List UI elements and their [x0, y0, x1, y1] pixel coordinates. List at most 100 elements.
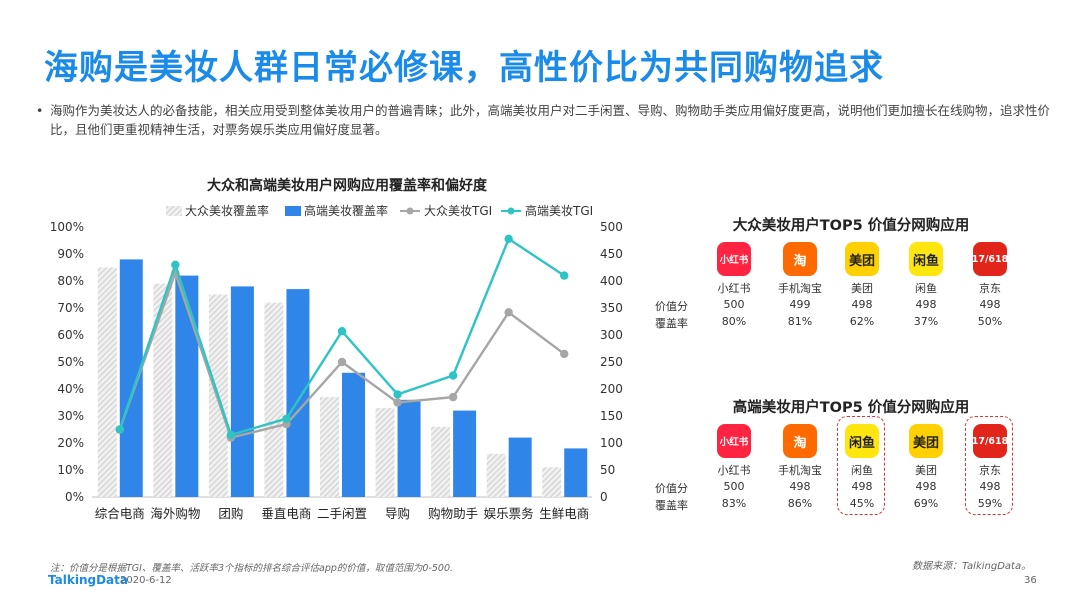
bar-high-coverage: [175, 275, 199, 497]
app-name: 美团: [851, 282, 873, 295]
y-right-tick-label: 250: [600, 355, 623, 369]
app-score: 500: [723, 298, 745, 311]
y-right-tick-label: 50: [600, 463, 615, 477]
bar-high-coverage: [508, 437, 532, 497]
page-number: 36: [1024, 575, 1037, 586]
y-left-tick-label: 30%: [57, 409, 84, 423]
app-coverage: 69%: [913, 497, 939, 510]
app-icon-手机淘宝: 淘: [783, 242, 817, 276]
x-tick-label: 娱乐票务: [484, 506, 534, 521]
app-icon-京东: 17/618: [972, 242, 1008, 276]
app-coverage: 86%: [787, 497, 813, 510]
tgi-high-point: [337, 327, 347, 336]
legend-high-tgi: 高端美妆TGI: [525, 203, 593, 218]
data-source: 数据来源：TalkingData。: [912, 561, 1032, 572]
x-tick-label: 团购: [218, 506, 243, 521]
coverage-tgi-chart: 大众和高端美妆用户网购应用覆盖率和偏好度 0% 10% 20% 30% 40% 50% 60%…: [50, 177, 623, 521]
app-icon-美团: 美团: [845, 242, 879, 276]
app-score: 500: [723, 480, 745, 493]
tgi-high-point: [226, 430, 236, 440]
y-left-tick-label: 40%: [57, 382, 84, 396]
app-score: 498: [851, 298, 873, 311]
app-name: 小红书: [717, 464, 751, 477]
y-right-tick-label: 400: [600, 274, 623, 288]
x-tick-label: 二手闲置: [317, 506, 367, 521]
bar-mass-coverage: [542, 467, 562, 497]
legend-mass-coverage: 大众美妆覆盖率: [185, 203, 269, 218]
app-name: 闲鱼: [851, 464, 873, 477]
y-right-tick-label: 100: [600, 436, 623, 450]
tgi-mass-point: [504, 308, 513, 317]
legend-dot-mass-tgi: [406, 207, 414, 215]
app-coverage: 59%: [977, 497, 1003, 510]
app-icon-闲鱼: 闲鱼: [845, 424, 879, 458]
bar-high-coverage: [286, 289, 310, 497]
tgi-high-point: [171, 260, 180, 269]
app-icon-手机淘宝: 淘: [783, 424, 817, 458]
app-coverage: 50%: [977, 315, 1003, 328]
tgi-mass-point: [448, 392, 458, 402]
y-right-tick-label: 150: [600, 409, 623, 423]
tgi-high-point: [504, 234, 513, 244]
bar-high-coverage: [342, 372, 365, 497]
tgi-mass-point: [560, 349, 569, 359]
app-name: 京东: [979, 464, 1001, 477]
app-coverage: 62%: [849, 315, 875, 328]
app-coverage: 37%: [913, 315, 939, 328]
tgi-mass-point: [393, 398, 402, 407]
app-icon-闲鱼: 闲鱼: [909, 242, 943, 276]
app-score: 498: [915, 298, 937, 311]
bar-mass-coverage: [375, 407, 395, 497]
x-tick-label: 海外购物: [150, 506, 200, 521]
bar-mass-coverage: [320, 397, 339, 497]
app-score: 499: [789, 298, 811, 311]
y-right-tick-label: 200: [600, 382, 623, 396]
row-label-coverage: 覆盖率: [655, 499, 688, 512]
app-score: 498: [789, 480, 811, 493]
y-left-tick-label: 20%: [57, 436, 84, 450]
bar-high-coverage: [119, 259, 143, 497]
highlight-box: [837, 416, 885, 515]
tgi-mass-point: [337, 357, 347, 367]
app-name: 美团: [915, 464, 937, 477]
tgi-high-point: [115, 425, 124, 434]
app-coverage: 81%: [787, 315, 813, 328]
y-left-tick-label: 100%: [50, 220, 84, 234]
chart-title: 大众和高端美妆用户网购应用覆盖率和偏好度: [207, 177, 488, 194]
bar-mass-coverage: [486, 453, 506, 497]
bar-mass-coverage: [153, 283, 173, 497]
x-tick-label: 生鲜电商: [539, 506, 589, 521]
app-name: 小红书: [717, 282, 751, 295]
bar-high-coverage: [564, 448, 588, 497]
app-icon-小红书: 小红书: [717, 242, 751, 276]
app-score: 498: [979, 480, 1001, 493]
bar-mass-coverage: [431, 426, 451, 497]
tgi-high-point: [448, 371, 458, 380]
app-coverage: 83%: [721, 497, 747, 510]
y-left-tick-label: 0%: [65, 490, 84, 504]
y-left-tick-label: 10%: [57, 463, 84, 477]
row-label-score: 价值分: [655, 482, 688, 495]
y-right-tick-label: 300: [600, 328, 623, 342]
panel-title: 高端美妆用户TOP5 价值分网购应用: [732, 400, 970, 416]
legend-mass-tgi: 大众美妆TGI: [424, 204, 492, 218]
legend-dot-high-tgi: [507, 207, 515, 215]
bar-high-coverage: [453, 410, 477, 497]
y-right-tick-label: 0: [600, 490, 608, 504]
bar-mass-coverage: [97, 267, 117, 497]
app-name: 手机淘宝: [778, 282, 822, 295]
y-left-tick-label: 60%: [57, 328, 84, 342]
app-coverage: 80%: [721, 315, 747, 328]
description-text: 海购作为美妆达人的必备技能，相关应用受到整体美妆用户的普遍青睐；此外，高端美妆用…: [50, 103, 1051, 137]
legend-high-coverage: 高端美妆覆盖率: [304, 203, 388, 218]
page-title: 海购是美妆人群日常必修课，高性价比为共同购物追求: [44, 48, 884, 88]
y-left-tick-label: 50%: [57, 355, 84, 369]
app-coverage: 45%: [849, 497, 875, 510]
panel-title: 大众美妆用户TOP5 价值分网购应用: [732, 218, 970, 234]
app-icon-小红书: 小红书: [717, 424, 751, 458]
legend-swatch-high-coverage: [285, 206, 301, 216]
row-label-score: 价值分: [655, 300, 688, 313]
tgi-high-point: [282, 414, 291, 423]
bar-high-coverage: [397, 399, 421, 497]
y-right-tick-label: 500: [600, 220, 623, 234]
